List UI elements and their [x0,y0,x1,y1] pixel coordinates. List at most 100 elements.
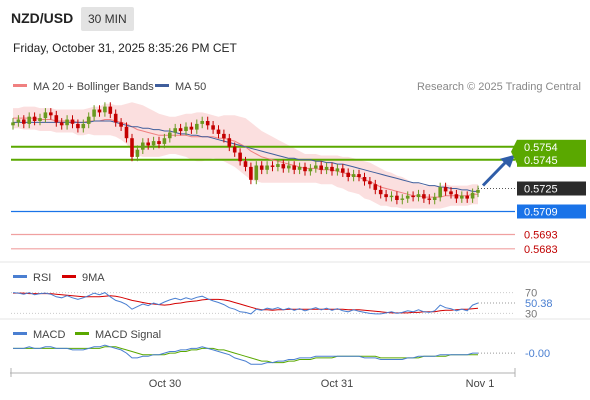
legend-label-ma20: MA 20 + Bollinger Bands [33,81,154,93]
candle-body [411,195,415,198]
candle-body [184,126,188,131]
bollinger-bands [13,102,478,209]
candle-body [108,106,113,114]
legend-label-9ma: 9MA [82,272,105,284]
candle-body [287,165,291,169]
candle-body [335,168,340,172]
candle-body [141,142,145,150]
candle-body [81,123,86,129]
candle-body [378,189,383,195]
timeframe-badge[interactable]: 30 MIN [81,7,134,31]
candle-body [389,195,394,198]
candle-body [11,122,15,126]
candle-body [70,119,75,124]
candle-body [54,115,59,123]
level-label-box [517,181,586,196]
rsi-9ma-line [13,292,479,314]
candle-body [16,119,21,123]
candle-body [200,121,204,124]
macd-legend: MACD MACD Signal [13,329,161,341]
macd-signal-line [13,346,478,364]
candle-body [205,121,210,126]
candle-body [178,128,183,132]
candle-body [195,123,199,130]
level-label: 0.5725 [524,184,558,196]
candle-body [43,112,48,119]
candle-body [454,194,459,199]
candle-body [314,165,318,169]
x-axis: Oct 30 Oct 31 Nov 1 [10,368,516,390]
candle-body [103,106,107,113]
candle-body [297,166,302,170]
rsi-tick-label: 70 [525,288,537,300]
legend-swatch-rsi [13,275,27,278]
candle-body [227,138,232,147]
candle-body [443,187,448,192]
candle-body [427,198,432,200]
candle-body [130,138,134,157]
candle-body [222,133,226,139]
candle-body [460,195,464,199]
level-label: 0.5683 [524,244,558,256]
candle-body [373,184,378,190]
legend-swatch-ma50 [155,84,169,87]
x-tick-label: Oct 31 [321,378,353,390]
bollinger-band-area [13,102,478,209]
price-levels [11,145,515,250]
candle-body [32,116,37,121]
datetime-label: Friday, October 31, 2025 8:35:26 PM CET [13,41,237,55]
candle-body [135,149,140,157]
candle-body [308,168,313,172]
rsi-last-value: 50.38 [525,298,553,310]
legend-swatch-macd [13,332,27,335]
candle-body [124,126,129,139]
rsi-legend: RSI 9MA [13,272,105,284]
candle-body [292,165,296,170]
candle-body [357,174,361,177]
legend-swatch-macd-signal [75,332,89,335]
candle-body [346,172,350,177]
candle-body [400,198,405,200]
candle-body [173,128,177,133]
candle-body [422,194,426,199]
legend-label-ma50: MA 50 [175,81,206,93]
candle-body [92,109,96,117]
candle-body [97,109,102,113]
candle-body [324,166,329,170]
legend-label-rsi: RSI [33,272,51,284]
candle-body [86,116,91,124]
candle-body [76,123,80,129]
level-label-box [517,152,586,167]
legend-label-macd: MACD [33,329,65,341]
candle-body [113,113,118,123]
candle-body [151,141,156,146]
forecast-arrow-shaft [481,158,510,187]
candle-body [119,122,123,127]
candle-body [281,164,286,169]
candle-body [238,152,242,162]
candle-body [362,177,367,182]
macd-panel: -0.00 [13,344,550,365]
rsi-tick-label: 30 [525,308,537,320]
candle-body [465,195,469,199]
rsi-line [12,292,479,315]
candle-body [330,166,334,172]
candle-body [146,142,150,146]
candle-body [27,116,31,124]
x-tick-label: Oct 30 [149,378,181,390]
candle-body [319,165,323,170]
candle-body [449,191,453,195]
x-tick-label: Nov 1 [466,378,495,390]
legend-swatch-9ma [62,275,76,278]
candle-body [65,119,69,126]
candle-body [351,174,356,177]
level-label-pointer [511,139,517,164]
candle-body [395,195,399,200]
candle-body [368,181,372,185]
candle-body [157,141,161,144]
main-legend: MA 20 + Bollinger Bands MA 50 [13,81,206,93]
